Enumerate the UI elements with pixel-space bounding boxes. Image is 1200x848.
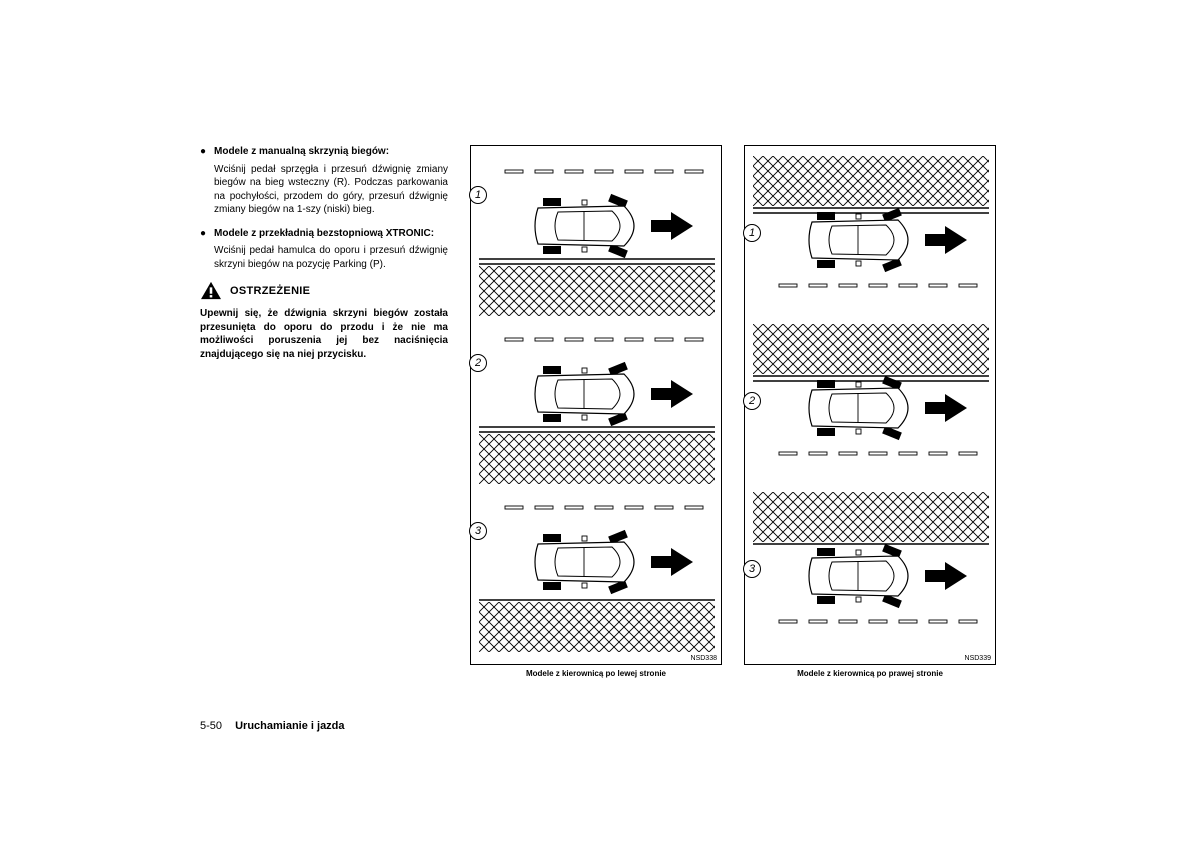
figure-left-code: NSD338 [691,655,717,662]
figure-left-column: NSD338 [470,145,722,678]
parking-panel [753,156,989,316]
bullet-1-body: Wciśnij pedał sprzęgła i przesuń dźwigni… [214,163,448,217]
bullet-dot-icon: ● [200,145,214,159]
panel-number: 3 [743,560,761,578]
three-column-layout: ● Modele z manualną skrzynią biegów: Wci… [200,145,1000,678]
panel-number: 1 [469,186,487,204]
bullet-2-title: Modele z przekładnią bezstopniową XTRONI… [214,227,434,241]
section-title: Uruchamianie i jazda [235,720,344,732]
figure-left-caption: Modele z kierownicą po lewej stronie [470,669,722,678]
warning-heading: OSTRZEŻENIE [200,281,448,301]
figure-right-code: NSD339 [965,655,991,662]
bullet-dot-icon: ● [200,227,214,241]
panel-number: 2 [743,392,761,410]
page-footer: 5-50 Uruchamianie i jazda [200,720,345,732]
warning-label: OSTRZEŻENIE [230,284,310,299]
figure-right-caption: Modele z kierownicą po prawej stronie [744,669,996,678]
bullet-1: ● Modele z manualną skrzynią biegów: [200,145,448,159]
figure-right-column: NSD339 [744,145,996,678]
panel-number: 1 [743,224,761,242]
figure-left-box: NSD338 [470,145,722,665]
parking-panel [753,492,989,652]
panel-number: 2 [469,354,487,372]
parking-panel [479,156,715,316]
parking-panel [479,492,715,652]
bullet-1-title: Modele z manualną skrzynią biegów: [214,145,389,159]
bullet-2: ● Modele z przekładnią bezstopniową XTRO… [200,227,448,241]
bullet-2-body: Wciśnij pedał hamulca do oporu i przesuń… [214,244,448,271]
manual-page: ● Modele z manualną skrzynią biegów: Wci… [200,145,1000,678]
panel-number: 3 [469,522,487,540]
parking-panel [753,324,989,484]
warning-body: Upewnij się, że dźwignia skrzyni biegów … [200,307,448,361]
warning-triangle-icon [200,281,222,301]
parking-panel [479,324,715,484]
page-number: 5-50 [200,720,222,732]
figure-right-box: NSD339 [744,145,996,665]
text-column: ● Modele z manualną skrzynią biegów: Wci… [200,145,448,678]
